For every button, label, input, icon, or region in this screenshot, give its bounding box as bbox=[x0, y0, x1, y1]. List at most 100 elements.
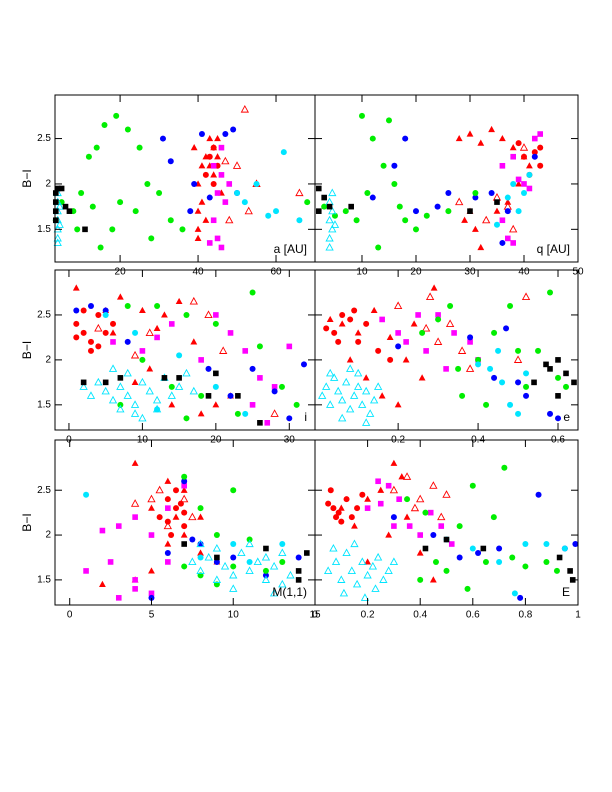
open-triangle-point bbox=[116, 382, 125, 390]
triangle-point bbox=[509, 144, 517, 151]
circle-point bbox=[164, 549, 171, 556]
circle-point bbox=[148, 594, 155, 601]
circle-point bbox=[391, 180, 398, 187]
square-point bbox=[218, 172, 225, 178]
circle-point bbox=[535, 491, 542, 498]
square-point bbox=[286, 343, 293, 350]
open-triangle-point bbox=[269, 561, 279, 570]
circle-point bbox=[97, 244, 104, 251]
circle-point bbox=[435, 316, 442, 323]
open-triangle-point bbox=[362, 386, 371, 395]
circle-point bbox=[459, 392, 466, 399]
open-triangle-point bbox=[232, 161, 242, 169]
circle-point bbox=[227, 392, 234, 399]
open-triangle-point bbox=[328, 206, 337, 215]
circle-point bbox=[543, 541, 550, 548]
circle-point bbox=[78, 190, 85, 197]
circle-point bbox=[148, 235, 155, 242]
triangle-point bbox=[131, 378, 139, 385]
x-tick-label: 10 bbox=[356, 267, 368, 278]
x-tick-label: 10 bbox=[228, 610, 240, 621]
square-point bbox=[181, 482, 187, 489]
open-triangle-point bbox=[55, 202, 64, 210]
circle-point bbox=[553, 567, 560, 574]
circle-point bbox=[168, 383, 175, 390]
y-tick-label: 2 bbox=[45, 530, 51, 541]
open-triangle-point bbox=[362, 418, 371, 426]
square-point bbox=[58, 185, 65, 192]
circle-point bbox=[246, 558, 253, 565]
triangle-point bbox=[180, 531, 188, 538]
open-triangle-point bbox=[189, 296, 198, 305]
circle-point bbox=[496, 558, 503, 565]
triangle-point bbox=[72, 284, 80, 291]
circle-point bbox=[504, 208, 511, 215]
open-triangle-point bbox=[373, 382, 383, 390]
triangle-point bbox=[164, 477, 172, 484]
circle-point bbox=[491, 374, 498, 381]
square-point bbox=[176, 375, 182, 381]
circle-point bbox=[156, 190, 163, 197]
open-triangle-point bbox=[53, 238, 62, 246]
open-triangle-point bbox=[55, 220, 64, 228]
open-triangle-point bbox=[261, 552, 271, 561]
y-axis-label: B−I bbox=[20, 341, 34, 359]
circle-point bbox=[445, 190, 452, 197]
square-point bbox=[210, 217, 217, 224]
square-point bbox=[375, 478, 381, 485]
circle-point bbox=[87, 302, 94, 309]
circle-point bbox=[504, 194, 511, 201]
panel: 20 40 60 1.5 2 2.5 a [AU] B−I bbox=[20, 94, 316, 278]
open-triangle-point bbox=[330, 373, 339, 381]
open-triangle-point bbox=[342, 377, 351, 386]
open-triangle-point bbox=[328, 188, 337, 197]
circle-point bbox=[517, 594, 524, 601]
circle-point bbox=[445, 208, 452, 215]
circle-point bbox=[212, 320, 219, 327]
circle-point bbox=[510, 180, 517, 187]
square-point bbox=[364, 505, 371, 511]
open-triangle-point bbox=[338, 395, 347, 404]
open-triangle-point bbox=[368, 561, 378, 570]
open-triangle-point bbox=[328, 224, 337, 233]
open-triangle-point bbox=[337, 575, 346, 583]
triangle-point bbox=[194, 207, 202, 214]
circle-point bbox=[173, 487, 180, 494]
circle-point bbox=[80, 307, 87, 314]
circle-point bbox=[432, 558, 439, 565]
circle-point bbox=[265, 212, 272, 219]
circle-point bbox=[455, 365, 462, 372]
open-triangle-point bbox=[188, 557, 197, 566]
square-point bbox=[132, 514, 138, 520]
triangle-point bbox=[370, 306, 378, 314]
circle-point bbox=[467, 334, 474, 341]
open-triangle-point bbox=[286, 570, 295, 579]
circle-point bbox=[503, 325, 510, 332]
triangle-point bbox=[346, 356, 354, 363]
open-triangle-point bbox=[346, 404, 355, 413]
circle-point bbox=[202, 171, 209, 178]
circle-point bbox=[167, 217, 174, 224]
panel-frame bbox=[54, 94, 316, 263]
triangle-point bbox=[477, 243, 485, 251]
open-triangle-point bbox=[295, 188, 304, 197]
square-point bbox=[257, 420, 263, 426]
square-point bbox=[214, 190, 221, 196]
circle-point bbox=[74, 226, 81, 233]
square-point bbox=[271, 384, 278, 390]
circle-point bbox=[136, 144, 143, 151]
x-tick-label: 0.8 bbox=[518, 610, 532, 621]
square-point bbox=[227, 330, 234, 336]
x-axis-label: i bbox=[304, 410, 307, 424]
circle-point bbox=[423, 212, 430, 219]
open-triangle-point bbox=[182, 368, 191, 377]
triangle-point bbox=[337, 504, 345, 511]
circle-point bbox=[256, 343, 263, 350]
square-point bbox=[115, 523, 122, 529]
open-triangle-point bbox=[108, 364, 118, 372]
open-triangle-point bbox=[123, 368, 132, 377]
circle-point bbox=[87, 347, 94, 354]
open-triangle-point bbox=[322, 382, 331, 390]
open-triangle-point bbox=[421, 323, 431, 332]
square-point bbox=[132, 586, 138, 592]
